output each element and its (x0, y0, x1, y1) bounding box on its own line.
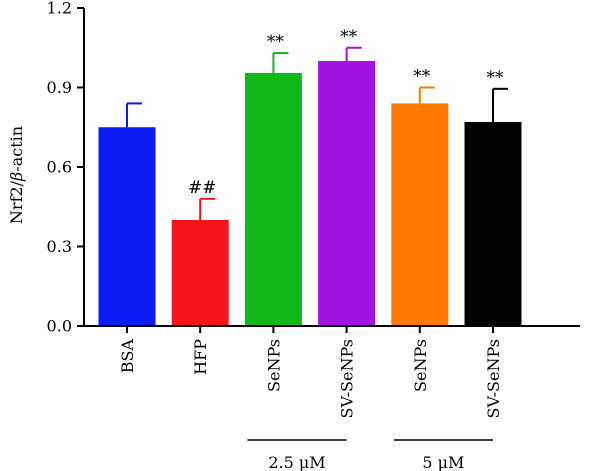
x-category-label: SV-SeNPs (484, 339, 503, 418)
bar (318, 61, 376, 326)
significance-label: ## (188, 178, 217, 198)
bar (244, 72, 302, 326)
y-tick-label: 1.2 (47, 0, 72, 18)
y-tick-label: 0.3 (47, 237, 72, 256)
bar (391, 103, 449, 327)
significance-label: ** (340, 27, 358, 47)
y-axis: 0.0 0.3 0.6 0.9 1.2 (47, 0, 85, 336)
y-tick-label: 0.6 (47, 158, 72, 177)
x-category-label: HFP (191, 339, 210, 375)
y-axis-title: Nrf2/β-actin (7, 126, 26, 224)
bar (171, 220, 229, 326)
significance-label: ** (413, 67, 431, 87)
significance-label: ** (267, 32, 285, 52)
y-tick-label: 0.9 (47, 78, 72, 97)
y-axis-title-part: Nrf2/ (7, 180, 26, 224)
significance-label: ** (487, 68, 505, 88)
y-axis-title-part: -actin (7, 126, 26, 172)
bar (98, 127, 156, 326)
group-label: 2.5 μM (268, 453, 325, 471)
x-category-label: SV-SeNPs (338, 339, 357, 418)
x-category-label: BSA (118, 339, 137, 374)
y-axis-title-part: β (7, 172, 26, 182)
x-category-label: SeNPs (411, 339, 430, 392)
bars-group: ## ** ** ** ** (98, 27, 522, 327)
group-label: 5 μM (422, 453, 464, 471)
dose-groups: 2.5 μM 5 μM (247, 439, 493, 471)
x-axis: BSA HFP SeNPs SV-SeNPs SeNPs SV-SeNPs (83, 325, 580, 418)
x-category-label: SeNPs (264, 339, 283, 392)
bar (464, 121, 522, 326)
y-tick-label: 0.0 (47, 317, 72, 336)
